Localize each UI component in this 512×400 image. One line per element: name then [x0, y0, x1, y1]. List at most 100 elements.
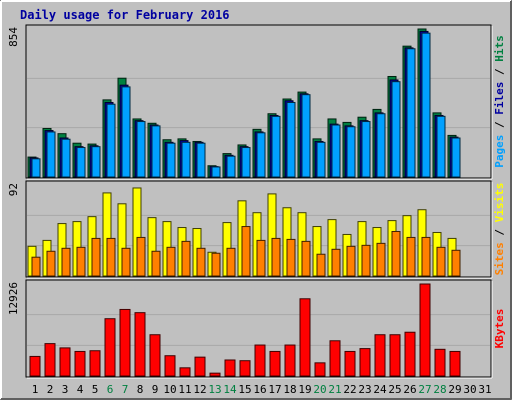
bar-kbytes-5 [89, 350, 101, 377]
bar-kbytes-29 [449, 350, 461, 377]
bar-kbytes-22 [344, 350, 356, 377]
x-tick-label: 10 [163, 383, 176, 396]
bar-pages-28 [436, 115, 446, 178]
bar-pages-25 [391, 81, 401, 178]
bar-pages-29 [451, 137, 461, 178]
bar-kbytes-15 [239, 360, 251, 377]
bar-kbytes-14 [224, 359, 236, 377]
x-tick-label: 7 [122, 383, 129, 396]
bar-pages-16 [256, 132, 266, 178]
panel-visits_sites: 92 Sites / Visits [7, 180, 506, 279]
x-tick-label: 18 [283, 383, 296, 396]
x-tick-label: 5 [92, 383, 99, 396]
bar-sites-22 [346, 245, 356, 277]
bar-sites-13 [211, 252, 221, 277]
y-max-label: 92 [7, 183, 20, 196]
x-tick-label: 27 [418, 383, 431, 396]
x-tick-label: 28 [433, 383, 446, 396]
x-tick-label: 17 [268, 383, 281, 396]
bar-pages-21 [331, 124, 341, 178]
x-tick-label: 16 [253, 383, 266, 396]
bar-kbytes-19 [299, 298, 311, 377]
chart-title: Daily usage for February 2016 [20, 8, 230, 22]
bar-pages-22 [346, 126, 356, 178]
x-tick-label: 21 [328, 383, 341, 396]
bar-pages-3 [61, 138, 71, 178]
x-tick-label: 3 [62, 383, 69, 396]
x-tick-label: 22 [343, 383, 356, 396]
bar-kbytes-1 [29, 355, 41, 377]
bar-sites-10 [166, 246, 176, 277]
bar-pages-13 [211, 166, 221, 178]
x-axis-labels: 1 2 3 4 5 6 7 8 9 10 11 12 13 14 15 16 17 18 19 20 21 22 23 24 2… [32, 383, 492, 396]
x-tick-label: 19 [298, 383, 311, 396]
bar-sites-9 [151, 250, 161, 277]
bar-pages-2 [46, 131, 56, 178]
bar-kbytes-24 [374, 334, 386, 377]
x-tick-label: 15 [238, 383, 251, 396]
bar-kbytes-18 [284, 344, 296, 377]
bar-sites-1 [31, 256, 41, 277]
x-tick-label: 31 [478, 383, 491, 396]
x-tick-label: 2 [47, 383, 54, 396]
bar-pages-4 [76, 147, 86, 178]
bar-pages-1 [31, 158, 41, 178]
bar-pages-23 [361, 121, 371, 178]
bar-pages-18 [286, 101, 296, 178]
legend-files: Files [493, 82, 506, 115]
legend-pages: Pages [493, 135, 506, 168]
legend-sites: Sites [493, 242, 506, 275]
x-tick-label: 13 [208, 383, 221, 396]
bar-sites-15 [241, 226, 251, 277]
x-tick-label: 20 [313, 383, 326, 396]
panel-kbytes: 12926 KBytes [7, 279, 506, 379]
bar-pages-12 [196, 142, 206, 178]
bar-pages-27 [421, 32, 431, 178]
bar-kbytes-9 [149, 334, 161, 377]
legend-hits: Hits [493, 35, 506, 62]
x-tick-label: 12 [193, 383, 206, 396]
bar-sites-7 [121, 247, 131, 277]
bar-sites-28 [436, 246, 446, 277]
chart-panels: 854 Pages / Files / Hits 92 Sites / Visits 1… [7, 24, 506, 379]
panel-legend: KBytes [493, 309, 506, 349]
x-tick-label: 9 [152, 383, 159, 396]
panel-legend: Pages / Files / Hits [493, 35, 506, 168]
x-tick-label: 14 [223, 383, 237, 396]
bar-pages-6 [106, 103, 116, 178]
bar-sites-23 [361, 244, 371, 277]
bar-kbytes-17 [269, 350, 281, 377]
bar-pages-26 [406, 48, 416, 178]
bar-sites-4 [76, 246, 86, 277]
bar-kbytes-13 [209, 372, 221, 377]
bar-kbytes-16 [254, 344, 266, 377]
bar-sites-14 [226, 247, 236, 277]
bar-sites-12 [196, 247, 206, 277]
x-tick-label: 24 [373, 383, 387, 396]
bar-pages-19 [301, 94, 311, 178]
bar-sites-29 [451, 249, 461, 277]
bar-kbytes-27 [419, 283, 431, 377]
panel-hits_files_pages: 854 Pages / Files / Hits [7, 24, 506, 180]
bar-sites-24 [376, 242, 386, 277]
y-max-label: 854 [7, 27, 20, 47]
bar-kbytes-6 [104, 318, 116, 377]
bar-pages-8 [136, 121, 146, 178]
x-tick-label: 25 [388, 383, 401, 396]
bar-pages-9 [151, 125, 161, 178]
bar-sites-27 [421, 236, 431, 277]
bar-sites-21 [331, 248, 341, 277]
bar-pages-10 [166, 142, 176, 178]
bar-pages-5 [91, 146, 101, 178]
bar-sites-25 [391, 230, 401, 277]
panel-legend: Sites / Visits [493, 183, 506, 276]
bar-pages-15 [241, 147, 251, 178]
bar-kbytes-23 [359, 348, 371, 377]
bar-pages-24 [376, 113, 386, 178]
bar-sites-20 [316, 253, 326, 277]
bar-sites-19 [301, 240, 311, 277]
bar-kbytes-4 [74, 350, 86, 377]
bar-kbytes-10 [164, 355, 176, 377]
x-tick-label: 11 [178, 383, 191, 396]
